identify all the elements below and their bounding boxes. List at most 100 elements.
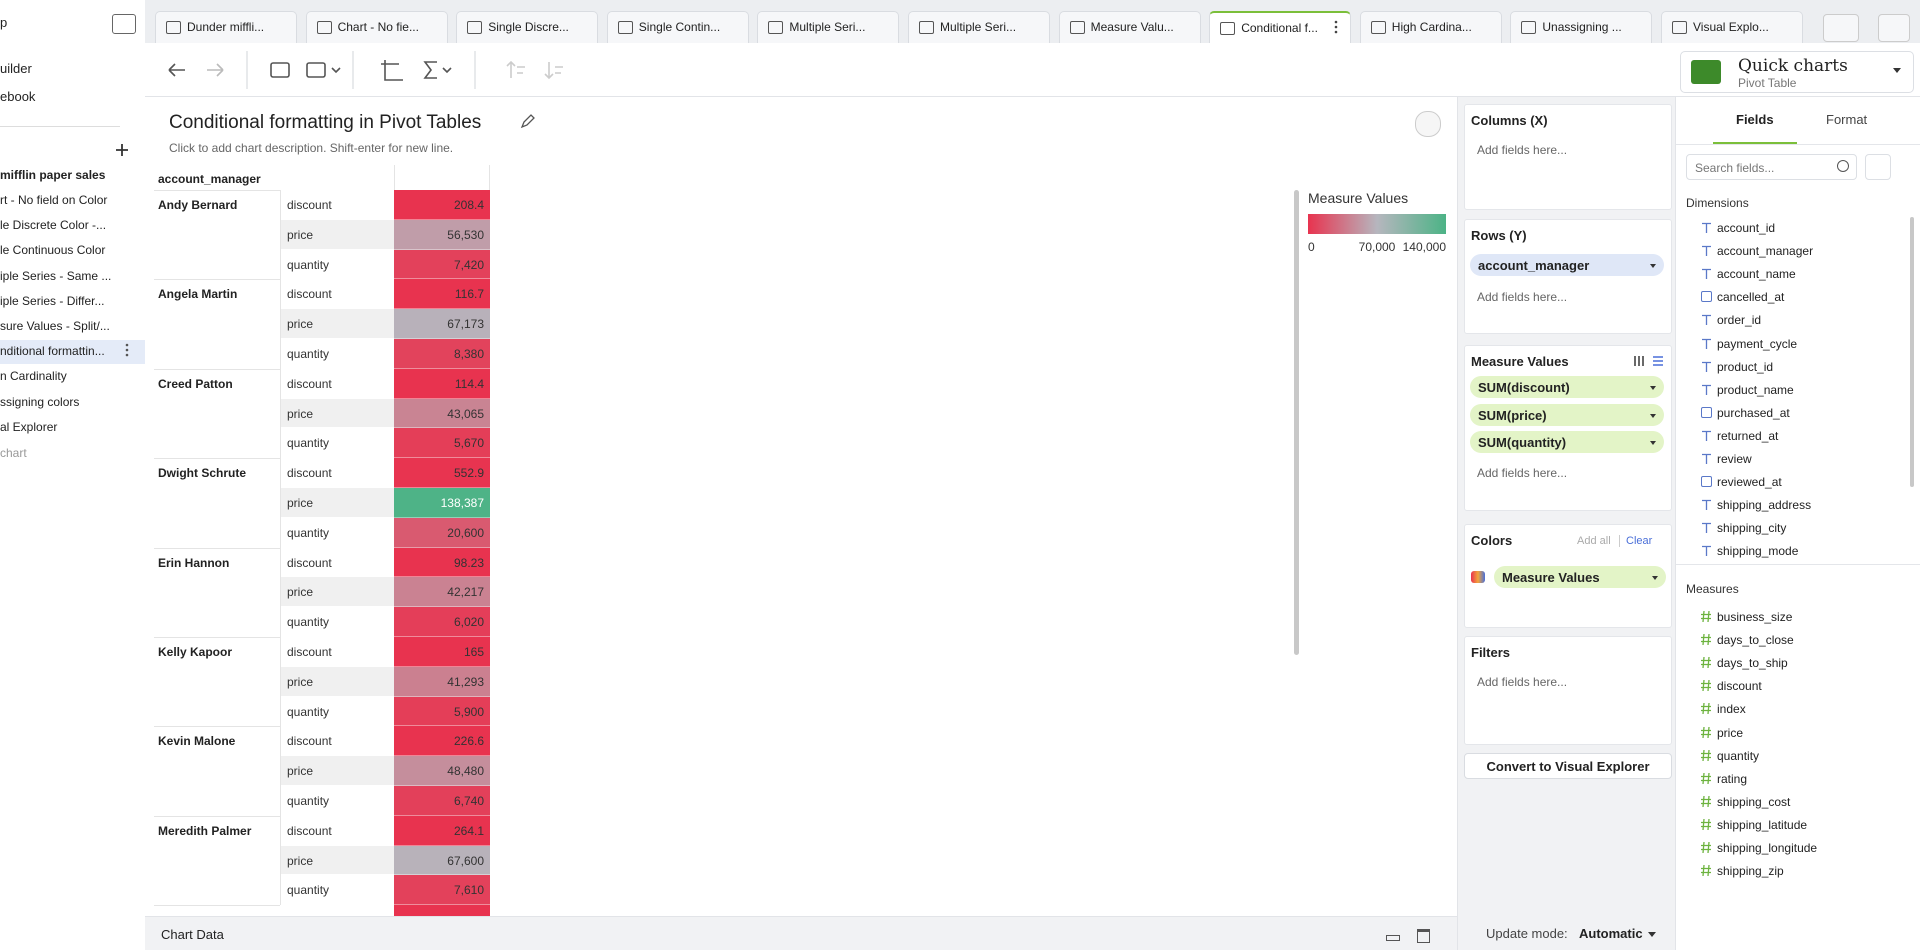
chart-item[interactable]: iple Series - Differ... (0, 293, 105, 308)
settings-button[interactable] (1415, 111, 1441, 137)
measure-field[interactable]: days_to_close (1717, 633, 1794, 648)
forward-icon[interactable] (207, 63, 224, 77)
add-all[interactable]: Add all (1577, 535, 1611, 547)
chart-item[interactable]: sure Values - Split/... (0, 319, 110, 333)
minimize-button[interactable] (1386, 935, 1400, 941)
collapse-button[interactable] (112, 14, 136, 34)
chart-picker[interactable]: Quick charts Pivot Table (1680, 51, 1914, 93)
measure-field[interactable]: business_size (1717, 610, 1793, 624)
chart-item[interactable]: al Explorer (0, 419, 58, 434)
sort-asc-icon[interactable] (506, 60, 525, 78)
chart-item[interactable]: le Discrete Color -... (0, 218, 107, 233)
footer-title[interactable]: Chart Data (161, 927, 224, 942)
measure-field[interactable]: quantity (1717, 748, 1760, 763)
tab[interactable]: Chart - No fie... (305, 11, 448, 43)
measure-field[interactable]: shipping_latitude (1717, 817, 1808, 832)
tab[interactable]: Single Discre... (456, 11, 599, 43)
measure-field[interactable]: days_to_ship (1717, 656, 1788, 671)
legend-gradient (1308, 214, 1446, 234)
update-value[interactable]: Automatic (1579, 926, 1643, 941)
measure-field[interactable]: shipping_zip (1717, 864, 1784, 879)
dimension-field[interactable]: product_id (1717, 359, 1774, 374)
sidebar-title: p (0, 15, 8, 30)
t-glyph (1702, 523, 1711, 534)
text-icon (1701, 268, 1712, 280)
pill[interactable]: SUM(discount) (1470, 376, 1664, 398)
layout-icons[interactable] (1633, 354, 1665, 371)
dimension-field[interactable]: account_name (1717, 267, 1796, 282)
measure-field[interactable]: price (1717, 725, 1744, 740)
measure-field[interactable]: rating (1717, 771, 1748, 786)
col-line (280, 458, 281, 548)
add-chart-icon[interactable] (270, 62, 290, 78)
dimension-field[interactable]: review (1717, 452, 1752, 466)
dimension-field[interactable]: reviewed_at (1717, 475, 1782, 490)
nav-link[interactable]: ebook (0, 89, 36, 104)
sort-desc-icon[interactable] (544, 62, 563, 80)
chart-item[interactable]: iple Series - Same ... (0, 268, 112, 283)
dimension-field[interactable]: cancelled_at (1717, 290, 1785, 305)
back-icon[interactable] (168, 63, 185, 77)
pill-label: Measure Values (1502, 570, 1600, 585)
chart-title[interactable]: Conditional formatting in Pivot Tables (169, 112, 482, 133)
add-button[interactable] (116, 144, 128, 156)
pill[interactable]: Measure Values (1494, 566, 1666, 588)
measure-name: quantity (287, 257, 330, 272)
format-tab[interactable]: Format (1826, 112, 1868, 127)
tab[interactable]: High Cardina... (1359, 11, 1502, 43)
chart-description[interactable]: Click to add chart description. Shift-en… (169, 141, 454, 155)
dimension-field[interactable]: shipping_mode (1717, 544, 1799, 559)
tab[interactable]: Multiple Seri... (757, 11, 900, 43)
search-box[interactable]: Search fields... (1686, 154, 1857, 180)
measure-field[interactable]: shipping_cost (1717, 794, 1791, 809)
swap-icon[interactable] (381, 60, 403, 81)
caret (1650, 441, 1656, 445)
tab[interactable]: Measure Valu... (1058, 11, 1201, 43)
dimension-field[interactable]: purchased_at (1717, 405, 1790, 420)
pill[interactable]: SUM(price) (1470, 403, 1664, 426)
dimension-field[interactable]: returned_at (1717, 428, 1779, 443)
tab[interactable]: Single Contin... (606, 11, 749, 43)
dropdown-caret[interactable] (331, 67, 341, 74)
measure-field[interactable]: index (1717, 702, 1746, 717)
more-icon[interactable] (125, 343, 129, 360)
new-tab-button[interactable] (1823, 14, 1859, 42)
measure-field[interactable]: discount (1717, 679, 1762, 694)
chart-item[interactable]: n Cardinality (0, 369, 67, 384)
chart-item[interactable]: nditional formattin... (0, 344, 105, 359)
fields-tab[interactable]: Fields (1736, 112, 1774, 127)
tab[interactable]: Dunder miffli... (155, 11, 297, 43)
dimension-field[interactable]: shipping_address (1717, 498, 1812, 513)
clear[interactable]: Clear (1626, 535, 1653, 547)
dropdown-caret[interactable] (442, 67, 452, 74)
tab[interactable]: Conditional f... (1209, 11, 1352, 43)
measure-field[interactable]: shipping_longitude (1717, 841, 1818, 855)
chart-item[interactable]: ssigning colors (0, 394, 80, 409)
chart-item[interactable]: rt - No field on Color (0, 193, 108, 207)
dimension-field[interactable]: account_manager (1717, 244, 1814, 259)
pill[interactable]: SUM(quantity) (1470, 431, 1664, 453)
dimension-field[interactable]: order_id (1717, 313, 1762, 328)
tab-menu[interactable] (1334, 19, 1338, 38)
pill[interactable]: account_manager (1470, 254, 1664, 276)
dimension-field[interactable]: shipping_city (1717, 521, 1787, 536)
tab[interactable]: Multiple Seri... (908, 11, 1050, 43)
edit-icon[interactable] (520, 113, 536, 132)
maximize-button[interactable] (1417, 929, 1430, 943)
sigma-icon[interactable] (423, 61, 437, 79)
dimension-field[interactable]: account_id (1717, 221, 1776, 235)
formula-button[interactable] (1865, 154, 1891, 180)
chart-icon[interactable] (306, 62, 326, 78)
row-divider (154, 905, 280, 907)
measure-name: price (287, 585, 314, 600)
dimension-field[interactable]: product_name (1717, 382, 1794, 397)
tab[interactable]: Unassigning ... (1510, 11, 1653, 43)
chart-item[interactable]: le Continuous Color (0, 243, 106, 258)
convert-button[interactable]: Convert to Visual Explorer (1464, 753, 1672, 779)
dimension-field[interactable]: payment_cycle (1717, 336, 1798, 351)
new-chart[interactable]: chart (0, 446, 27, 460)
tab[interactable]: Visual Explo... (1661, 11, 1803, 43)
folder-title[interactable]: mifflin paper sales (0, 168, 106, 182)
panel-toggle[interactable] (1878, 14, 1910, 42)
nav-link[interactable]: uilder (0, 61, 32, 76)
